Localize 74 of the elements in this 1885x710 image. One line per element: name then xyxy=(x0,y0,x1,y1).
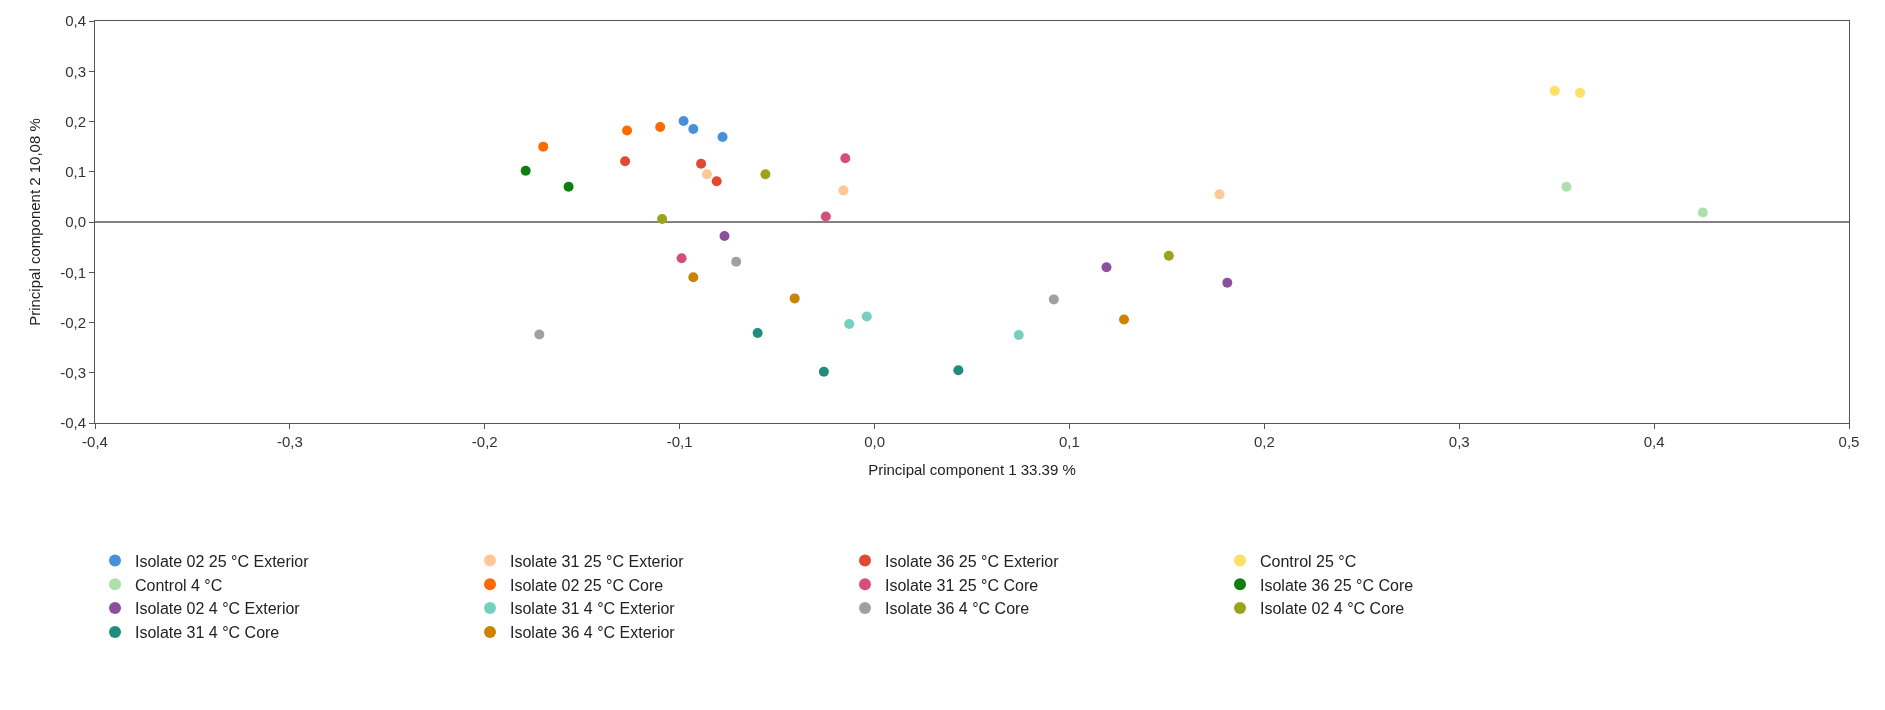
legend-label: Isolate 31 25 °C Core xyxy=(885,576,1039,594)
point xyxy=(1163,250,1174,261)
point xyxy=(1575,87,1586,98)
point xyxy=(563,181,574,192)
legend-label: Isolate 02 4 °C Exterior xyxy=(135,600,301,618)
point xyxy=(1048,294,1059,305)
point xyxy=(1119,314,1130,325)
x-tick-label: 0,5 xyxy=(1838,433,1860,450)
point xyxy=(731,256,742,267)
x-tick-label: 0,2 xyxy=(1253,433,1275,450)
point xyxy=(844,319,855,330)
point xyxy=(520,165,531,176)
legend-label: Isolate 36 25 °C Core xyxy=(1260,576,1414,594)
x-tick-label: -0,4 xyxy=(82,433,108,450)
y-tick-label: -0,4 xyxy=(60,414,86,432)
point xyxy=(534,329,545,340)
point xyxy=(1214,189,1225,200)
x-tick-label: 0,1 xyxy=(1059,433,1080,450)
point xyxy=(676,253,687,264)
x-axis-title: Principal component 1 33.39 % xyxy=(868,461,1076,478)
point xyxy=(538,141,549,152)
point xyxy=(655,122,666,133)
legend-label: Isolate 36 25 °C Exterior xyxy=(885,552,1060,570)
point xyxy=(818,366,829,377)
y-tick-label: 0,3 xyxy=(65,62,86,80)
point xyxy=(688,272,699,283)
legend-label: Isolate 02 4 °C Core xyxy=(1260,600,1405,618)
point xyxy=(1697,207,1708,218)
point xyxy=(696,158,707,169)
point xyxy=(719,231,730,242)
y-tick-label: -0,3 xyxy=(60,364,86,381)
point xyxy=(622,125,633,136)
point xyxy=(789,293,800,304)
point xyxy=(861,311,872,322)
point xyxy=(1101,262,1112,273)
legend-label: Isolate 02 25 °C Core xyxy=(510,576,664,594)
y-tick-label: 0,0 xyxy=(65,213,86,231)
point xyxy=(838,185,849,196)
legend-label: Isolate 31 4 °C Exterior xyxy=(510,600,676,618)
legend-label: Isolate 36 4 °C Core xyxy=(885,600,1030,618)
point xyxy=(1222,277,1233,288)
x-tick-label: -0,3 xyxy=(276,433,303,450)
point xyxy=(953,365,964,376)
point xyxy=(620,156,631,167)
legend-label: Isolate 36 4 °C Exterior xyxy=(510,624,676,642)
point xyxy=(1549,85,1560,96)
point xyxy=(711,176,722,187)
point xyxy=(1561,181,1572,192)
legend-label: Isolate 02 25 °C Exterior xyxy=(135,552,310,570)
x-tick-label: -0,1 xyxy=(666,433,693,450)
point xyxy=(820,211,831,222)
y-tick-label: 0,2 xyxy=(65,112,86,130)
point xyxy=(1013,330,1024,341)
point xyxy=(840,153,851,164)
point xyxy=(678,116,689,126)
point xyxy=(760,169,771,180)
y-tick-label: -0,1 xyxy=(60,263,86,281)
legend-label: Control 25 °C xyxy=(1260,552,1357,570)
x-tick-label: 0,3 xyxy=(1448,433,1470,450)
y-tick-label: 0,4 xyxy=(65,12,86,30)
point xyxy=(717,132,728,143)
point xyxy=(688,124,699,135)
legend-label: Control 4 °C xyxy=(135,576,223,594)
y-tick-label: -0,2 xyxy=(60,313,86,331)
point xyxy=(701,169,712,180)
point xyxy=(752,328,763,339)
y-tick-label: 0,1 xyxy=(65,163,86,180)
x-tick-label: -0,2 xyxy=(471,433,498,450)
x-tick-label: 0,4 xyxy=(1643,433,1665,450)
x-tick-label: 0,0 xyxy=(864,433,885,450)
legend-label: Isolate 31 25 °C Exterior xyxy=(510,552,685,570)
point xyxy=(657,213,668,224)
legend-label: Isolate 31 4 °C Core xyxy=(135,624,280,642)
y-axis-title: Principal component 2 10,08 % xyxy=(26,118,44,326)
